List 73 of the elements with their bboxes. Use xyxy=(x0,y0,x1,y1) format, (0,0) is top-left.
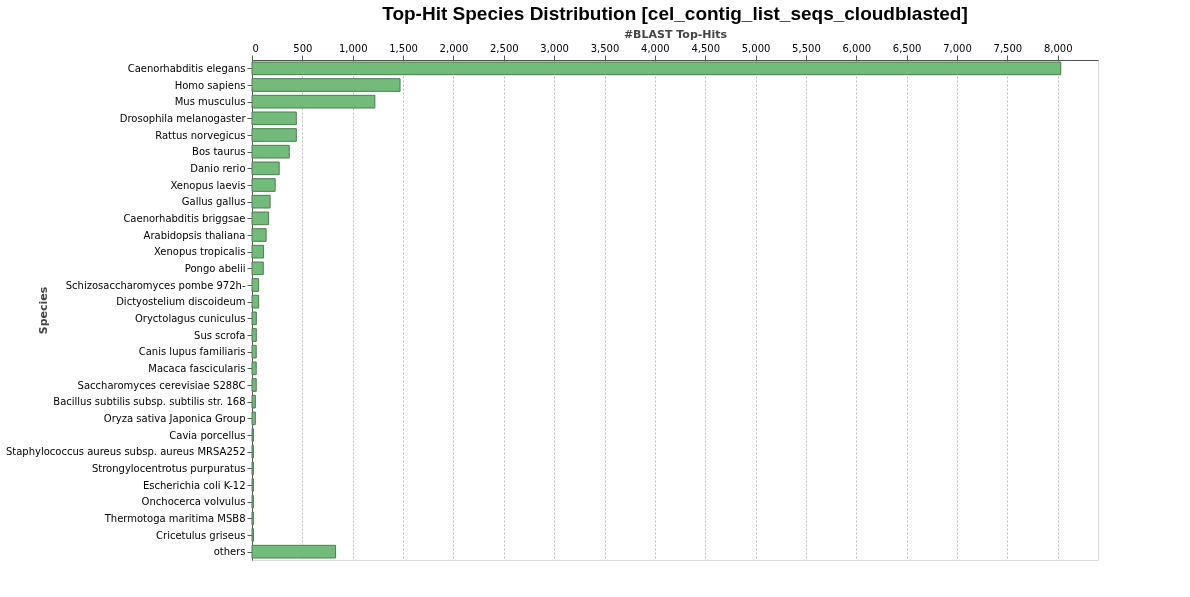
bar xyxy=(251,394,256,409)
y-tick-label: Rattus norvegicus xyxy=(155,129,246,141)
x-tick-label: 3,000 xyxy=(540,42,569,54)
y-tick-label: others xyxy=(213,546,246,558)
y-tick-label: Macaca fascicularis xyxy=(148,362,246,374)
y-tick-label: Strongylocentrotus purpuratus xyxy=(91,462,246,474)
bar xyxy=(251,128,297,142)
y-tick-label: Saccharomyces cerevisiae S288C xyxy=(77,379,246,391)
bar xyxy=(251,78,401,92)
y-tick-label: Arabidopsis thaliana xyxy=(143,229,246,241)
bar xyxy=(251,328,257,342)
bar xyxy=(251,294,260,309)
y-tick-label: Danio rerio xyxy=(190,162,246,174)
bar xyxy=(251,544,337,559)
x-tick-label: 7,500 xyxy=(993,42,1023,54)
y-tick-label: Mus musculus xyxy=(174,96,246,108)
x-tick-label: 1,000 xyxy=(338,42,368,54)
y-tick-label: Homo sapiens xyxy=(174,79,246,91)
y-tick-label: Drosophila melanogaster xyxy=(119,112,247,124)
x-tick-label: 4,000 xyxy=(641,42,670,54)
bar xyxy=(251,228,267,242)
y-tick-label: Pongo abelii xyxy=(184,262,246,274)
x-tick-label: 5,500 xyxy=(792,42,821,54)
bar xyxy=(251,144,290,159)
x-tick-label: 3,500 xyxy=(590,42,620,54)
y-tick-label: Thermotoga maritima MSB8 xyxy=(103,512,246,524)
bar xyxy=(251,61,1062,76)
x-axis-title: #BLAST Top-Hits xyxy=(623,27,728,41)
x-tick-label: 8,000 xyxy=(1043,42,1073,54)
y-tick-label: Bacillus subtilis subsp. subtilis str. 168 xyxy=(53,396,246,408)
x-tick-label: 6,500 xyxy=(892,42,922,54)
y-tick-label: Onchocerca volvulus xyxy=(141,496,246,508)
chart-title: Top-Hit Species Distribution [cel_contig_list_seqs_cloudblasted] xyxy=(382,3,968,24)
y-tick-label: Schizosaccharomyces pombe 972h- xyxy=(65,279,246,291)
bar xyxy=(251,194,271,209)
bar xyxy=(251,278,260,292)
y-tick-label: Oryza sativa Japonica Group xyxy=(103,412,246,424)
y-tick-label: Caenorhabditis elegans xyxy=(127,62,246,74)
y-tick-label: Dictyostelium discoideum xyxy=(116,296,246,308)
y-tick-label: Cavia porcellus xyxy=(169,429,246,441)
bar xyxy=(251,94,376,109)
y-tick-label: Canis lupus familiaris xyxy=(138,346,246,358)
y-tick-label: Bos taurus xyxy=(192,146,246,158)
y-axis-title: Species xyxy=(36,286,50,335)
y-tick-label: Staphylococcus aureus subsp. aureus MRSA252 xyxy=(5,446,246,458)
bar xyxy=(251,211,270,226)
y-tick-label: Xenopus tropicalis xyxy=(153,246,246,258)
x-tick-label: 0 xyxy=(252,42,259,54)
x-tick-label: 500 xyxy=(293,42,313,54)
bar xyxy=(251,378,257,392)
bar xyxy=(251,311,257,326)
y-tick-label: Caenorhabditis briggsae xyxy=(123,212,246,224)
y-tick-label: Cricetulus griseus xyxy=(156,529,246,541)
bar xyxy=(251,361,257,376)
bar xyxy=(251,161,280,176)
x-tick-label: 2,000 xyxy=(439,42,469,54)
bar xyxy=(251,244,265,259)
y-tick-label: Gallus gallus xyxy=(181,196,246,208)
y-tick-label: Escherichia coli K-12 xyxy=(142,479,246,491)
x-tick-label: 4,500 xyxy=(691,42,721,54)
bar xyxy=(251,411,256,426)
bar xyxy=(251,344,257,359)
x-tick-label: 7,000 xyxy=(943,42,972,54)
x-tick-label: 1,500 xyxy=(389,42,418,54)
x-tick-label: 6,000 xyxy=(842,42,872,54)
bar xyxy=(251,261,264,276)
y-tick-label: Xenopus laevis xyxy=(170,179,246,191)
x-tick-label: 5,000 xyxy=(741,42,771,54)
y-tick-label: Oryctolagus cuniculus xyxy=(134,312,246,324)
x-tick-label: 2,500 xyxy=(489,42,519,54)
bar xyxy=(251,111,297,126)
y-tick-label: Sus scrofa xyxy=(194,329,246,341)
bar xyxy=(251,178,276,192)
